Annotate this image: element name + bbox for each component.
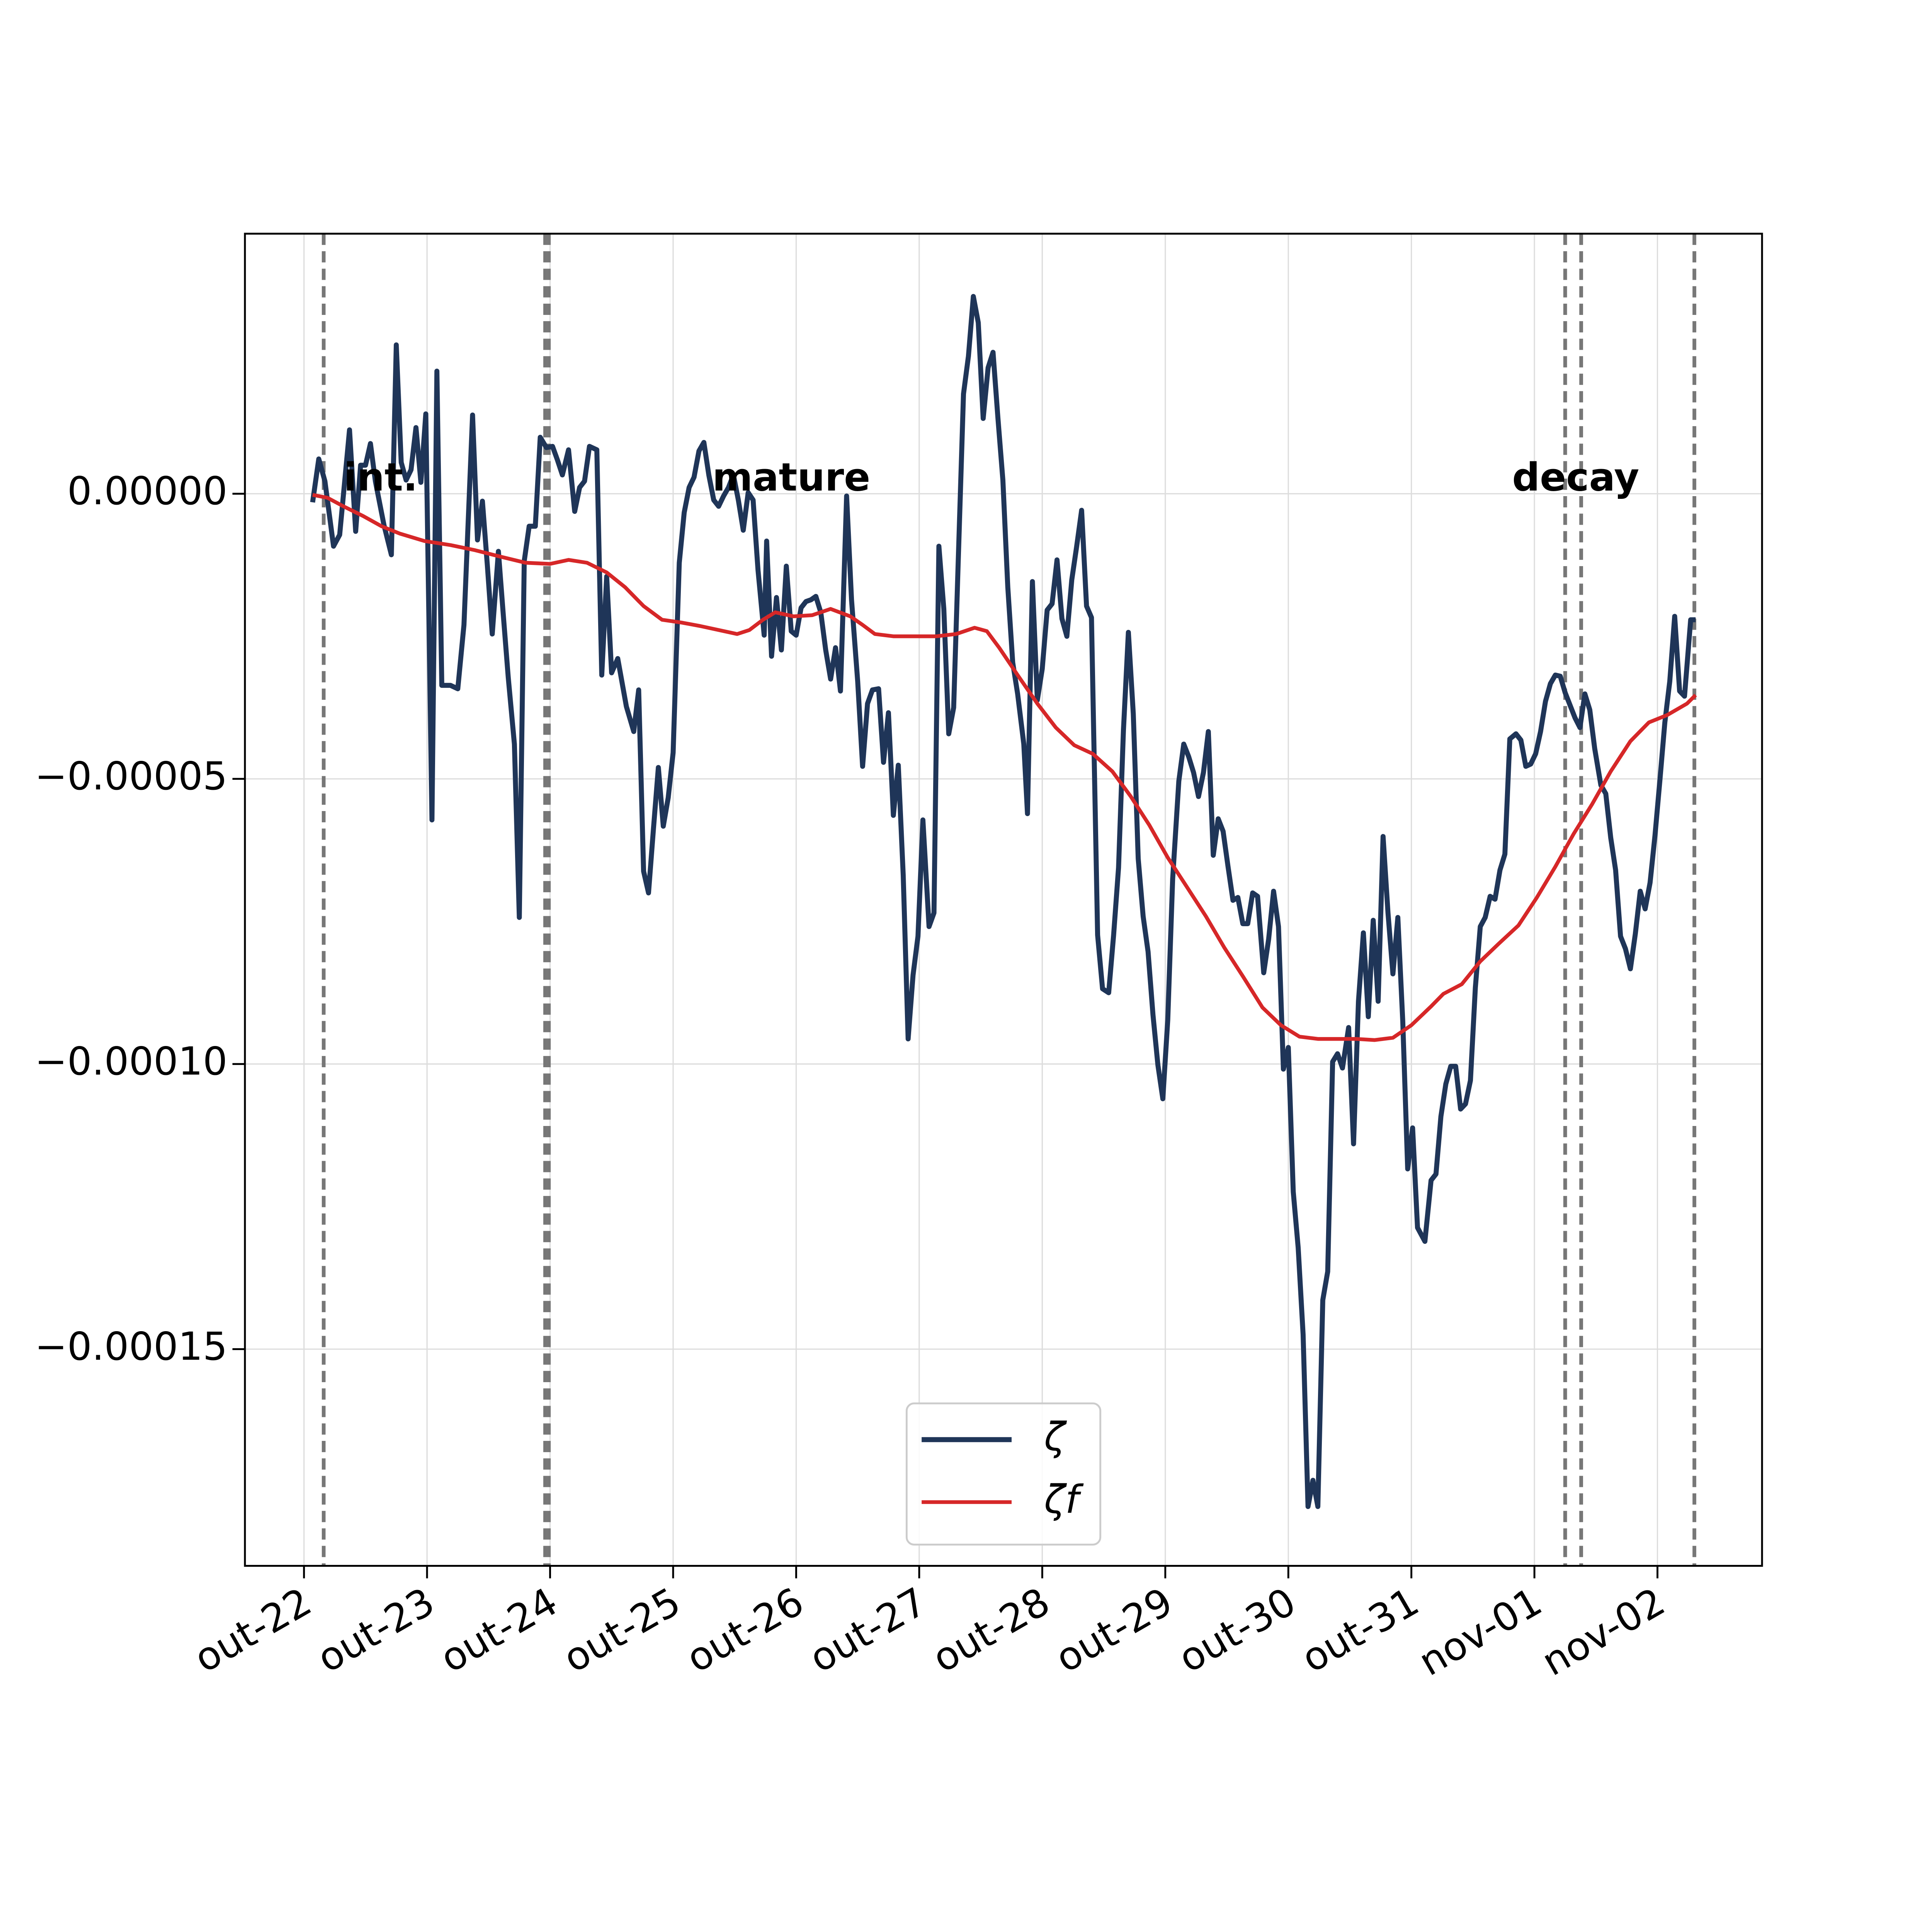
annotation: int. (344, 454, 418, 500)
x-tick-label: out-28 (925, 1579, 1057, 1681)
x-tick-label: out-26 (679, 1579, 811, 1681)
plot-frame (244, 233, 1763, 1567)
legend-label: ζ (1044, 1414, 1067, 1459)
x-tick-label: nov-02 (1534, 1579, 1672, 1685)
y-tick-label: 0.00000 (67, 468, 228, 514)
x-tick-label: out-25 (556, 1579, 688, 1681)
x-tick-label: out-29 (1048, 1579, 1180, 1681)
series-line (310, 294, 1696, 1509)
y-tick-label: −0.00010 (35, 1039, 228, 1084)
y-tick-label: −0.00005 (35, 753, 228, 799)
x-tick-label: out-24 (433, 1579, 565, 1681)
x-tick-label: out-31 (1294, 1579, 1426, 1681)
x-tick-label: out-22 (187, 1579, 319, 1681)
legend-box (905, 1402, 1102, 1546)
x-tick-label: nov-01 (1411, 1579, 1549, 1685)
annotation: mature (712, 454, 870, 500)
x-tick-label: out-30 (1171, 1579, 1303, 1681)
legend-label: ζf (1044, 1477, 1084, 1522)
x-tick-label: out-27 (802, 1579, 934, 1681)
annotation: decay (1512, 454, 1639, 500)
series-line (312, 493, 1697, 1042)
y-tick-label: −0.00015 (35, 1324, 228, 1369)
x-tick-label: out-23 (310, 1579, 442, 1681)
